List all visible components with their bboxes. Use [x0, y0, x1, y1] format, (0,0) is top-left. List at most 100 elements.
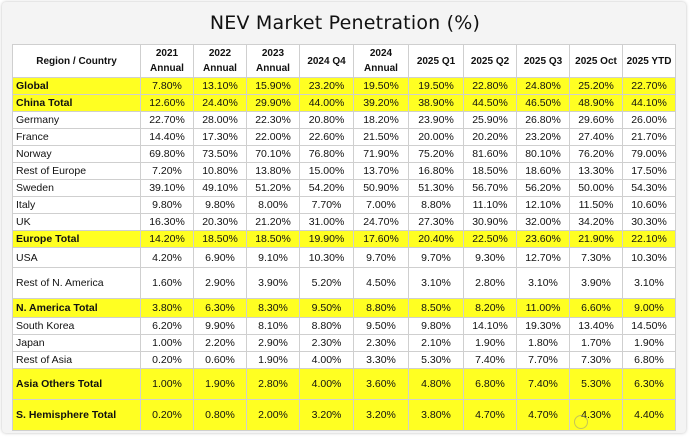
value-cell: 27.30% [408, 213, 464, 231]
column-header: 2025 Q1 [408, 44, 464, 78]
value-cell: 3.30% [353, 351, 409, 369]
value-cell: 21.50% [353, 128, 409, 146]
value-cell: 11.50% [569, 196, 623, 214]
table-row: N. America Total 3.80% 6.30% 8.30% 9.50% 8.80… [12, 298, 676, 318]
table-row: Germany 22.70% 28.00% 22.30% 20.80% 18.20% 23.… [12, 111, 676, 129]
value-cell: 13.30% [569, 162, 623, 180]
value-cell: 19.30% [516, 317, 570, 335]
value-cell: 16.30% [140, 213, 194, 231]
value-cell: 3.20% [299, 399, 354, 431]
value-cell: 2.00% [246, 399, 300, 431]
value-cell: 7.00% [353, 196, 409, 214]
value-cell: 50.00% [569, 179, 623, 197]
value-cell: 75.20% [408, 145, 464, 163]
value-cell: 13.40% [569, 317, 623, 335]
value-cell: 34.20% [569, 213, 623, 231]
value-cell: 9.50% [299, 298, 354, 318]
value-cell: 21.90% [569, 230, 623, 248]
value-cell: 1.00% [140, 368, 194, 400]
value-cell: 19.90% [299, 230, 354, 248]
value-cell: 51.20% [246, 179, 300, 197]
value-cell: 14.50% [622, 317, 676, 335]
region-cell: South Korea [12, 317, 141, 335]
table-row: Italy 9.80% 9.80% 8.00% 7.70% 7.00% 8.80% 11.10… [12, 196, 676, 214]
value-cell: 7.30% [569, 247, 623, 268]
value-cell: 6.30% [193, 298, 247, 318]
region-cell: S. Hemisphere Total [12, 399, 141, 431]
value-cell: 7.40% [463, 351, 517, 369]
value-cell: 1.90% [622, 334, 676, 352]
value-cell: 9.00% [622, 298, 676, 318]
value-cell: 9.80% [140, 196, 194, 214]
region-cell: China Total [12, 94, 141, 112]
value-cell: 15.90% [246, 77, 300, 95]
value-cell: 1.90% [463, 334, 517, 352]
column-header: 2022 Annual [193, 44, 247, 78]
value-cell: 18.50% [246, 230, 300, 248]
value-cell: 11.10% [463, 196, 517, 214]
penetration-table: Region / Country 2021 Annual 2022 Annual 2023… [12, 44, 676, 431]
value-cell: 7.80% [140, 77, 194, 95]
value-cell: 24.70% [353, 213, 409, 231]
value-cell: 4.20% [140, 247, 194, 268]
value-cell: 44.10% [622, 94, 676, 112]
table-row: Rest of Europe 7.20% 10.80% 13.80% 15.00% 13.… [12, 162, 676, 180]
value-cell: 39.10% [140, 179, 194, 197]
region-cell: Rest of Europe [12, 162, 141, 180]
value-cell: 2.30% [353, 334, 409, 352]
value-cell: 19.50% [408, 77, 464, 95]
value-cell: 3.10% [622, 267, 676, 299]
value-cell: 25.90% [463, 111, 517, 129]
region-cell: Norway [12, 145, 141, 163]
value-cell: 1.60% [140, 267, 194, 299]
value-cell: 20.30% [193, 213, 247, 231]
column-header: 2025 YTD [622, 44, 676, 78]
value-cell: 7.20% [140, 162, 194, 180]
column-header: 2024 Annual [353, 44, 409, 78]
table-row: China Total 12.60% 24.40% 29.90% 44.00% 39.20… [12, 94, 676, 112]
value-cell: 8.50% [408, 298, 464, 318]
value-cell: 24.40% [193, 94, 247, 112]
watermark-logo-icon [574, 415, 588, 430]
value-cell: 3.90% [569, 267, 623, 299]
value-cell: 54.20% [299, 179, 354, 197]
table-row: S. Hemisphere Total 0.20% 0.80% 2.00% 3.20% 3… [12, 399, 676, 431]
value-cell: 12.70% [516, 247, 570, 268]
value-cell: 22.70% [622, 77, 676, 95]
value-cell: 7.70% [516, 351, 570, 369]
value-cell: 20.20% [463, 128, 517, 146]
value-cell: 81.60% [463, 145, 517, 163]
value-cell: 26.00% [622, 111, 676, 129]
value-cell: 1.90% [193, 368, 247, 400]
value-cell: 12.10% [516, 196, 570, 214]
value-cell: 23.20% [299, 77, 354, 95]
value-cell: 10.30% [622, 247, 676, 268]
value-cell: 22.70% [140, 111, 194, 129]
value-cell: 20.00% [408, 128, 464, 146]
value-cell: 19.50% [353, 77, 409, 95]
value-cell: 29.90% [246, 94, 300, 112]
value-cell: 3.10% [408, 267, 464, 299]
value-cell: 22.50% [463, 230, 517, 248]
value-cell: 17.30% [193, 128, 247, 146]
value-cell: 6.60% [569, 298, 623, 318]
value-cell: 29.60% [569, 111, 623, 129]
value-cell: 20.40% [408, 230, 464, 248]
value-cell: 80.10% [516, 145, 570, 163]
value-cell: 23.90% [408, 111, 464, 129]
value-cell: 2.30% [299, 334, 354, 352]
value-cell: 49.10% [193, 179, 247, 197]
chart-title: NEV Market Penetration (%) [209, 12, 481, 34]
value-cell: 9.30% [463, 247, 517, 268]
value-cell: 18.20% [353, 111, 409, 129]
value-cell: 6.30% [622, 368, 676, 400]
value-cell: 13.10% [193, 77, 247, 95]
value-cell: 2.10% [408, 334, 464, 352]
value-cell: 6.80% [463, 368, 517, 400]
value-cell: 44.00% [299, 94, 354, 112]
table-row: Global 7.80% 13.10% 15.90% 23.20% 19.50% 19.50… [12, 77, 676, 95]
value-cell: 0.20% [140, 351, 194, 369]
table-body: Global 7.80% 13.10% 15.90% 23.20% 19.50% 19.50… [12, 77, 676, 431]
value-cell: 2.90% [193, 267, 247, 299]
table-row: Norway 69.80% 73.50% 70.10% 76.80% 71.90% 75.2… [12, 145, 676, 163]
